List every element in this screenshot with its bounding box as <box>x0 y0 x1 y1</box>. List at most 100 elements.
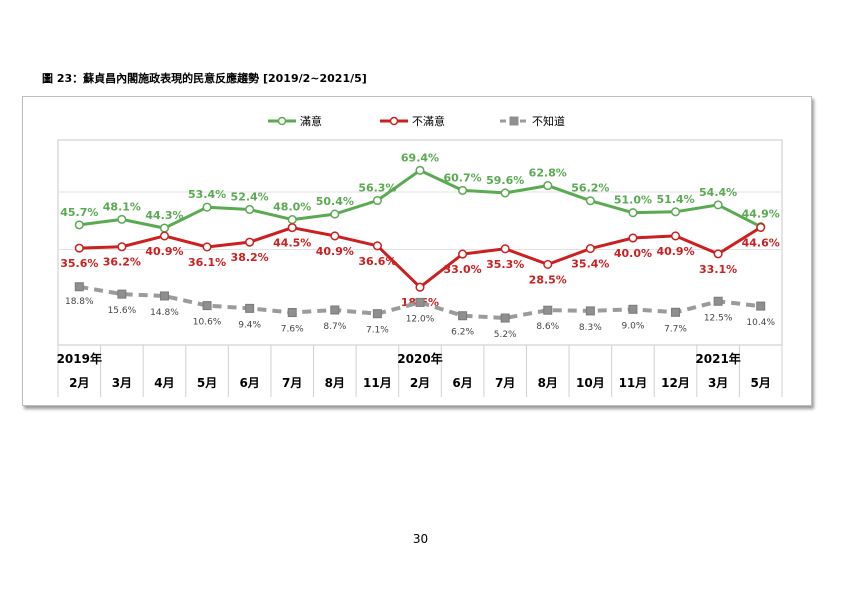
data-label: 12.0% <box>406 314 435 324</box>
data-label: 44.3% <box>145 209 183 222</box>
x-tick-label: 8月 <box>538 376 558 390</box>
data-point <box>458 311 468 321</box>
data-point <box>458 249 468 259</box>
data-point <box>245 303 255 313</box>
data-point <box>202 202 212 212</box>
data-point <box>287 215 297 225</box>
x-tick-label: 6月 <box>239 376 259 390</box>
data-label: 35.3% <box>486 258 524 271</box>
data-point <box>500 188 510 198</box>
data-label: 35.4% <box>571 258 609 271</box>
year-label: 2019年 <box>57 351 102 366</box>
data-point <box>543 181 553 191</box>
legend-marker-0 <box>277 116 287 126</box>
data-point <box>756 301 766 311</box>
data-label: 56.3% <box>358 182 396 195</box>
data-label: 51.4% <box>656 193 694 206</box>
data-point <box>628 304 638 314</box>
legend-marker-2 <box>509 116 519 126</box>
x-tick-label: 5月 <box>197 376 217 390</box>
data-label: 10.4% <box>746 318 775 328</box>
data-point <box>415 165 425 175</box>
data-point <box>458 185 468 195</box>
data-point <box>74 220 84 230</box>
data-point <box>159 291 169 301</box>
data-label: 45.7% <box>60 206 98 219</box>
data-label: 56.2% <box>571 182 609 195</box>
data-point <box>415 297 425 307</box>
year-label: 2021年 <box>695 351 740 366</box>
data-point <box>372 309 382 319</box>
data-label: 7.1% <box>366 326 389 336</box>
data-point <box>713 200 723 210</box>
data-label: 40.9% <box>316 245 354 258</box>
data-label: 28.5% <box>529 273 567 286</box>
data-label: 62.8% <box>529 167 567 180</box>
data-label: 52.4% <box>231 190 269 203</box>
data-point <box>245 204 255 215</box>
data-label: 10.6% <box>193 318 222 328</box>
data-point <box>670 207 681 217</box>
chart-frame <box>22 96 812 406</box>
data-label: 44.6% <box>742 236 780 249</box>
data-point <box>628 233 638 243</box>
data-point <box>287 223 297 233</box>
data-label: 18.8% <box>65 297 94 307</box>
data-label: 50.4% <box>316 195 354 208</box>
data-point <box>74 243 84 253</box>
data-label: 33.1% <box>699 263 737 276</box>
data-label: 35.6% <box>60 257 98 270</box>
x-tick-label: 8月 <box>325 376 345 390</box>
data-label: 69.4% <box>401 151 439 164</box>
data-point <box>628 208 638 218</box>
legend-label-2: 不知道 <box>532 114 565 128</box>
data-point <box>159 231 170 241</box>
data-label: 15.6% <box>108 306 137 316</box>
data-point <box>585 244 595 254</box>
data-label: 5.2% <box>494 330 517 340</box>
data-point <box>671 307 681 317</box>
x-tick-label: 6月 <box>452 376 472 390</box>
x-tick-label: 11月 <box>619 376 648 390</box>
data-point <box>202 301 212 311</box>
page-number: 30 <box>412 532 429 546</box>
data-point <box>756 222 766 232</box>
data-label: 8.3% <box>579 323 602 333</box>
plot-area <box>57 139 783 346</box>
x-tick-label: 4月 <box>154 376 174 390</box>
x-tick-label: 7月 <box>282 376 302 390</box>
x-tick-label: 5月 <box>751 376 771 390</box>
data-label: 9.4% <box>238 320 261 330</box>
x-tick-label: 3月 <box>708 376 728 390</box>
data-point <box>713 296 723 306</box>
data-label: 60.7% <box>444 171 482 184</box>
data-point <box>159 223 170 233</box>
data-label: 44.5% <box>273 237 311 250</box>
data-point <box>670 231 681 241</box>
data-label: 36.2% <box>103 256 141 269</box>
data-point <box>543 305 553 315</box>
figure-title: 圖 23：蘇貞昌內閣施政表現的民意反應趨勢 [2019/2~2021/5] <box>42 72 367 85</box>
data-label: 40.9% <box>145 245 183 258</box>
data-label: 40.9% <box>656 245 694 258</box>
data-label: 7.7% <box>664 324 687 334</box>
x-tick-label: 7月 <box>495 376 515 390</box>
data-label: 6.2% <box>451 328 474 338</box>
x-tick-label: 12月 <box>661 376 690 390</box>
x-tick-label: 11月 <box>363 376 392 390</box>
data-label: 48.1% <box>103 200 141 213</box>
data-label: 33.0% <box>444 263 482 276</box>
data-point <box>415 282 425 292</box>
data-point <box>500 313 510 323</box>
x-tick-label: 3月 <box>112 376 132 390</box>
data-point <box>543 259 553 270</box>
data-point <box>287 308 297 318</box>
data-label: 38.2% <box>231 251 269 264</box>
data-label: 48.0% <box>273 201 311 214</box>
data-point <box>74 282 84 292</box>
data-point <box>585 306 595 316</box>
legend-label-1: 不滿意 <box>412 114 445 128</box>
data-label: 8.7% <box>323 322 346 332</box>
data-point <box>372 195 382 206</box>
